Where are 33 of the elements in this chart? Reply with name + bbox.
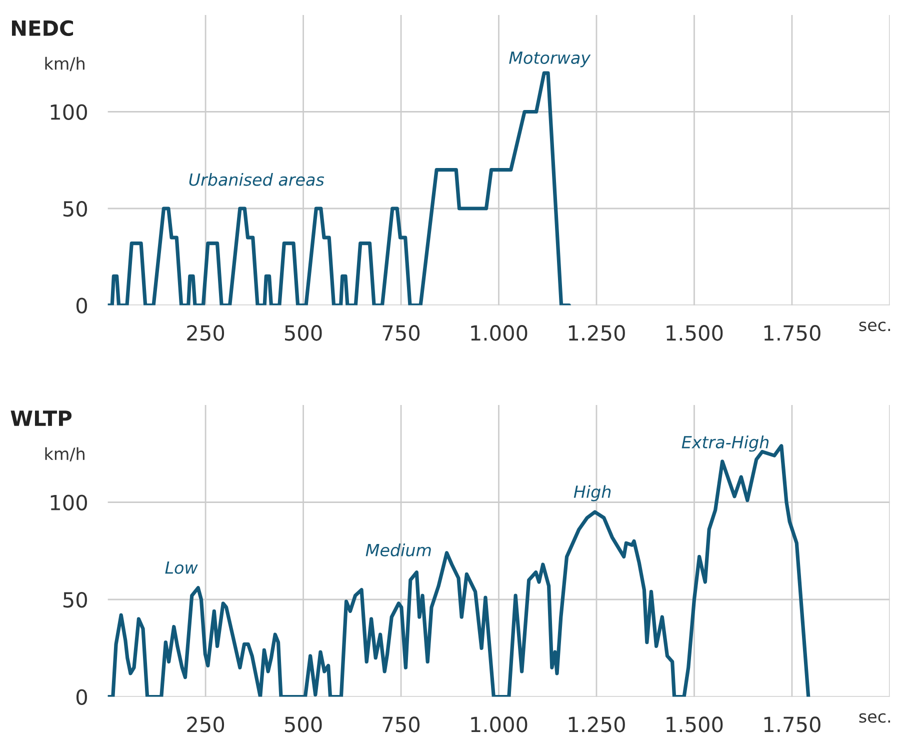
x-tick-label: 1.250 — [568, 325, 625, 341]
x-tick-label: 1.750 — [764, 325, 820, 341]
chart-title: NEDC — [12, 20, 73, 36]
x-tick-label: 1.250 — [568, 716, 625, 732]
y-tick-label: 100 — [50, 494, 87, 510]
x-axis-title: sec. — [859, 322, 890, 332]
y-axis-title: km/h — [45, 447, 84, 462]
annotation: High — [574, 485, 611, 502]
y-axis-title: km/h — [45, 56, 84, 72]
x-tick-label: 1.500 — [666, 325, 723, 341]
annotation: Urbanised areas — [189, 173, 324, 186]
annotation: Low — [165, 562, 198, 574]
x-tick-label: 1.750 — [764, 716, 820, 732]
x-tick-label: 500 — [285, 716, 322, 732]
x-tick-label: 1.000 — [471, 716, 528, 732]
chart-title: WLTP — [10, 410, 72, 426]
x-tick-label: 750 — [382, 716, 420, 732]
x-tick-label: 250 — [187, 716, 224, 732]
x-tick-label: 500 — [285, 325, 322, 341]
line-series — [108, 71, 571, 306]
annotation: Medium — [366, 543, 431, 556]
x-axis-title: sec. — [859, 713, 890, 723]
annotation: Motorway — [509, 52, 591, 68]
x-tick-label: 1.000 — [471, 325, 528, 341]
x-tick-label: 750 — [382, 325, 420, 341]
y-tick-label: 50 — [63, 200, 87, 217]
y-tick-label: 50 — [63, 592, 87, 608]
y-tick-label: 0 — [76, 689, 87, 705]
y-tick-label: 100 — [50, 104, 87, 120]
y-tick-label: 0 — [76, 298, 87, 314]
x-tick-label: 250 — [187, 325, 224, 341]
x-tick-label: 1.500 — [666, 716, 723, 732]
annotation: Extra-High — [682, 436, 769, 452]
